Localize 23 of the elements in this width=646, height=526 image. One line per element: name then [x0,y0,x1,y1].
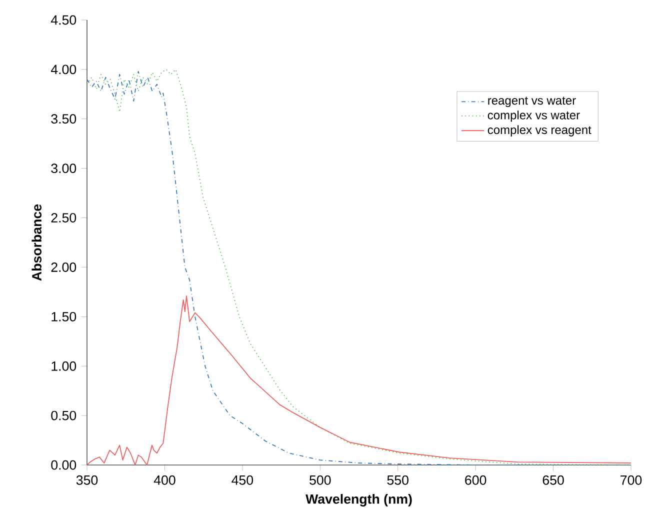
y-tick-label: 3.50 [51,114,76,124]
x-tick-label: 600 [465,475,486,485]
x-axis-title: Wavelength (nm) [306,494,412,506]
x-tick-label: 450 [232,475,254,485]
x-tick-label: 350 [76,475,98,485]
legend-label: complex vs reagent [488,125,592,136]
x-tick-label: 650 [542,475,564,485]
y-tick-label: 2.50 [51,213,76,222]
y-tick-label: 3.00 [51,164,76,174]
y-tick-label: 4.00 [50,64,76,74]
legend-label: reagent vs water [488,96,576,108]
y-axis-title: Absorbance [32,204,42,281]
x-tick-label: 500 [310,475,331,485]
x-tick-label: 700 [620,475,642,485]
y-tick-label: 1.50 [52,312,76,322]
y-tick-label: 1.00 [52,361,76,371]
legend-label: complex vs water [488,110,580,122]
x-tick-label: 550 [387,475,408,485]
y-tick-label: 0.50 [51,410,76,420]
x-tick-label: 400 [154,475,176,485]
y-tick-label: 0.00 [51,460,76,470]
y-tick-label: 2.00 [51,262,76,272]
y-tick-label: 4.50 [50,15,76,25]
